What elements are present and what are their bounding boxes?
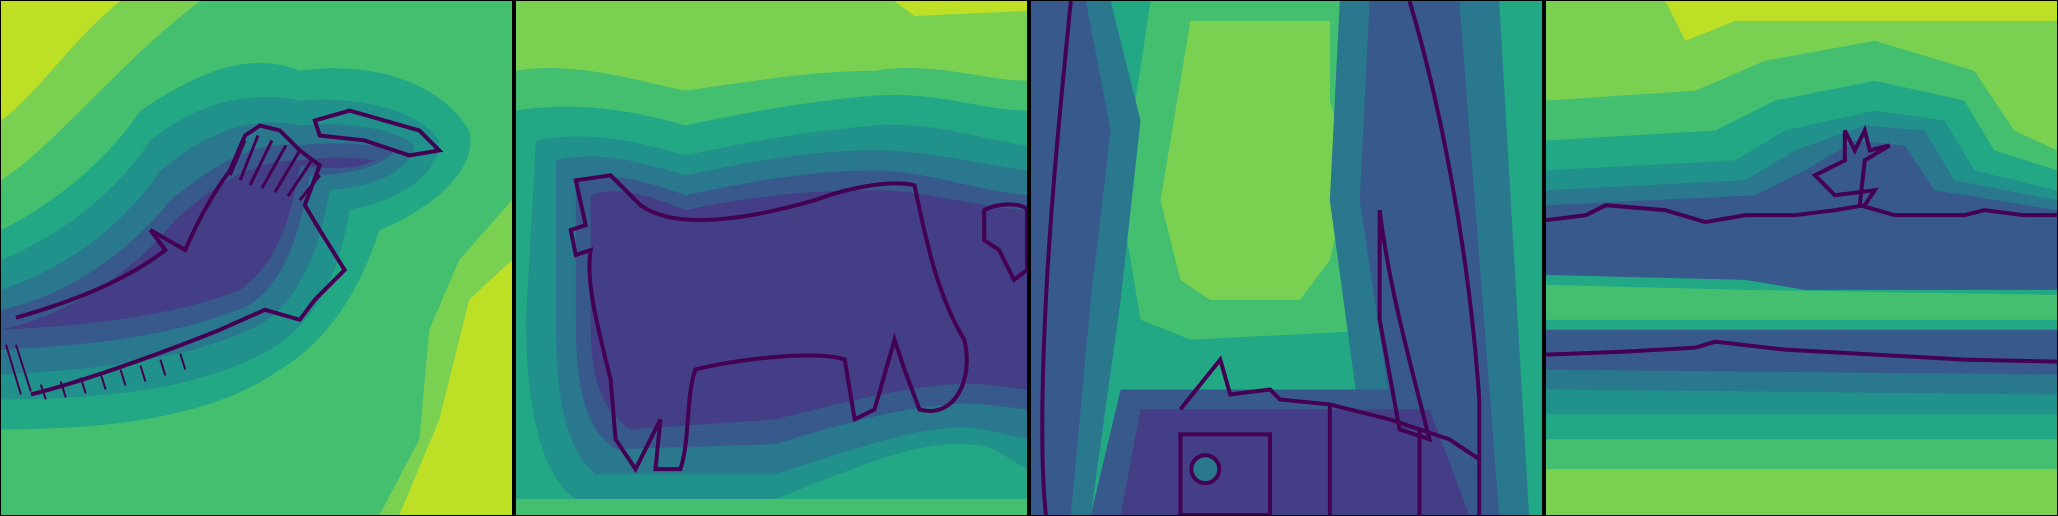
band-2-right [1359,1,1500,515]
vehicle-bottom-outline [1546,339,2057,364]
wheel-box-outline [1178,432,1273,515]
band-7 [1160,20,1350,300]
band-2-left [1031,1,1111,515]
distance-map-panel-bird [0,0,513,516]
vehicle-top-outline [1546,124,2057,225]
animal-distance-field [516,1,1027,515]
crest-strokes [228,134,321,202]
wheel-icon [1189,453,1222,486]
tail-feather-strokes [5,344,187,400]
bird-distance-field [1,1,512,515]
left-pole-outline [1040,1,1073,515]
animal-outline [568,173,969,474]
distance-map-panel-animal [515,0,1028,516]
band-1-bottom [1120,409,1470,515]
right-pole-outline [1407,1,1482,515]
bird-outline [15,123,348,397]
vehicle-distance-field [1546,1,2057,515]
distance-map-panel-vehicle [1545,0,2058,516]
bird-beak-outline [312,108,444,158]
inner-spike-outline [1377,209,1433,443]
tall-distance-field [1031,1,1542,515]
cart-top-outline [1178,355,1481,461]
band-6-inner [1546,284,2057,320]
distance-map-panel-tall [1030,0,1543,516]
second-animal-outline [982,202,1027,283]
